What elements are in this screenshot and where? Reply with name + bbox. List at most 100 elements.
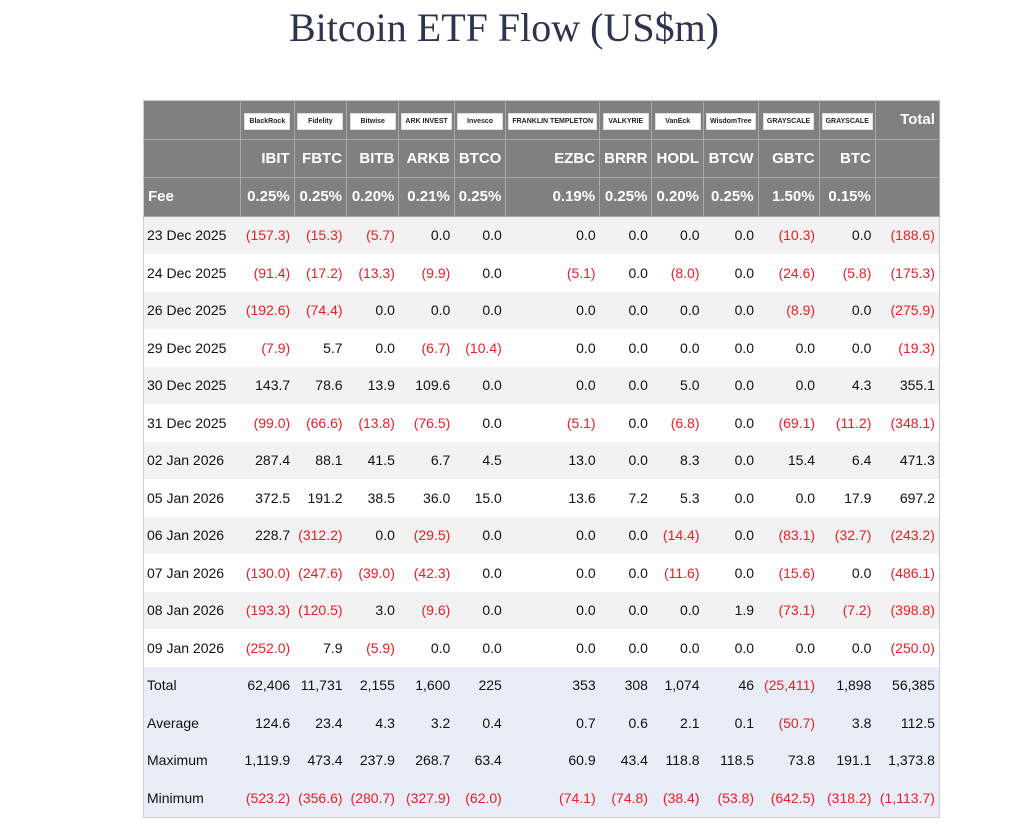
flow-cell: 0.0: [505, 629, 600, 667]
fee-value: 0.25%: [599, 177, 653, 217]
flow-cell: 0.0: [454, 516, 506, 554]
ticker-header: ARKB: [398, 139, 455, 178]
flow-cell: 268.7: [398, 741, 455, 779]
flow-cell: 0.0: [505, 516, 600, 554]
header-corner: [143, 100, 241, 140]
flow-cell: 191.2: [294, 479, 347, 517]
fee-value: 0.19%: [505, 177, 601, 217]
flow-cell: 0.0: [599, 366, 652, 404]
issuer-logo-cell: Fidelity: [294, 100, 348, 140]
issuer-logo-cell: BlackRock: [240, 100, 295, 140]
flow-cell: 0.0: [599, 516, 652, 554]
flow-cell: 62,406: [240, 666, 295, 704]
flow-cell: 118.5: [703, 741, 759, 779]
flow-cell: 0.0: [758, 329, 820, 367]
flow-cell: (13.8): [346, 404, 399, 442]
flow-cell: 0.0: [758, 479, 820, 517]
flow-cell: 0.0: [703, 441, 759, 479]
fee-label: Fee: [143, 177, 241, 217]
issuer-logo-cell: VanEck: [651, 100, 704, 140]
row-label: 09 Jan 2026: [143, 629, 241, 667]
ticker-header: GBTC: [758, 139, 820, 178]
ticker-header: BTCO: [454, 139, 507, 178]
row-total-cell: (175.3): [875, 254, 940, 292]
flow-cell: 36.0: [398, 479, 455, 517]
flow-cell: 225: [454, 666, 506, 704]
flow-cell: (10.3): [758, 216, 820, 254]
flow-cell: 0.0: [651, 591, 704, 629]
row-total-cell: (250.0): [875, 629, 940, 667]
etf-flow-table: BlackRock Fidelity Bitwise ARK INVEST Invesc…: [143, 100, 940, 818]
flow-cell: 0.0: [703, 254, 759, 292]
row-label: 06 Jan 2026: [143, 516, 241, 554]
flow-cell: 6.7: [398, 441, 455, 479]
flow-cell: 0.7: [505, 704, 600, 742]
flow-cell: 0.0: [454, 591, 506, 629]
row-label: 29 Dec 2025: [143, 329, 241, 367]
flow-cell: 0.0: [651, 291, 704, 329]
flow-cell: (76.5): [398, 404, 455, 442]
flow-cell: 3.0: [346, 591, 399, 629]
flow-cell: 2,155: [346, 666, 399, 704]
ticker-header: IBIT: [240, 139, 295, 178]
issuer-logo: BlackRock: [244, 112, 291, 130]
flow-cell: 0.0: [599, 591, 652, 629]
flow-cell: 0.0: [703, 629, 759, 667]
flow-cell: (91.4): [240, 254, 295, 292]
issuer-logo: GRAYSCALE: [762, 112, 815, 130]
flow-cell: 4.5: [454, 441, 506, 479]
row-label: 07 Jan 2026: [143, 554, 241, 592]
flow-cell: 8.3: [651, 441, 704, 479]
flow-cell: 0.0: [599, 441, 652, 479]
flow-cell: 15.0: [454, 479, 506, 517]
flow-cell: 1,898: [819, 666, 876, 704]
flow-cell: 0.0: [454, 216, 506, 254]
flow-cell: 88.1: [294, 441, 347, 479]
flow-cell: 4.3: [346, 704, 399, 742]
flow-cell: (11.6): [651, 554, 704, 592]
fee-value: 0.25%: [294, 177, 348, 217]
flow-cell: 0.0: [758, 629, 820, 667]
flow-cell: 13.0: [505, 441, 600, 479]
flow-cell: 0.0: [703, 404, 759, 442]
issuer-logo-cell: GRAYSCALE: [819, 100, 876, 140]
flow-cell: 237.9: [346, 741, 399, 779]
issuer-logo-cell: ARK INVEST: [398, 100, 455, 140]
fee-row: Fee 0.25% 0.25% 0.20% 0.21% 0.25% 0.19% 0.25% 0.…: [143, 177, 940, 217]
flow-cell: 287.4: [240, 441, 295, 479]
flow-cell: 0.6: [599, 704, 652, 742]
flow-cell: (327.9): [398, 779, 455, 817]
flow-cell: (14.4): [651, 516, 704, 554]
flow-cell: (130.0): [240, 554, 295, 592]
flow-cell: 0.0: [505, 329, 600, 367]
flow-cell: 109.6: [398, 366, 455, 404]
flow-cell: 0.0: [599, 254, 652, 292]
flow-cell: 3.2: [398, 704, 455, 742]
table-row: 08 Jan 2026 (193.3) (120.5) 3.0 (9.6) 0.0 0.0 0…: [143, 591, 940, 629]
flow-cell: 0.0: [505, 366, 600, 404]
issuer-logo-cell: GRAYSCALE: [758, 100, 820, 140]
row-total-cell: 471.3: [875, 441, 940, 479]
row-total-cell: 1,373.8: [875, 741, 940, 779]
flow-cell: 38.5: [346, 479, 399, 517]
row-label: 05 Jan 2026: [143, 479, 241, 517]
flow-cell: (5.1): [505, 404, 600, 442]
flow-cell: 0.0: [819, 216, 876, 254]
table-row: 23 Dec 2025 (157.3) (15.3) (5.7) 0.0 0.0 0.0 0.…: [143, 216, 940, 254]
flow-cell: (192.6): [240, 291, 295, 329]
flow-cell: 0.0: [599, 216, 652, 254]
table-row: 24 Dec 2025 (91.4) (17.2) (13.3) (9.9) 0.0 (5.…: [143, 254, 940, 292]
row-total-cell: (188.6): [875, 216, 940, 254]
row-label: Minimum: [143, 779, 241, 817]
flow-cell: (6.8): [651, 404, 704, 442]
header-blank: [875, 177, 940, 217]
flow-cell: (74.8): [599, 779, 652, 817]
flow-cell: 0.0: [703, 479, 759, 517]
flow-cell: (247.6): [294, 554, 347, 592]
summary-row: Total 62,406 11,731 2,155 1,600 225 353 308 1,07…: [143, 666, 940, 704]
flow-cell: 0.0: [599, 554, 652, 592]
flow-cell: 0.0: [454, 404, 506, 442]
issuer-logo: WisdomTree: [706, 112, 756, 130]
flow-cell: (38.4): [651, 779, 704, 817]
row-label: 08 Jan 2026: [143, 591, 241, 629]
